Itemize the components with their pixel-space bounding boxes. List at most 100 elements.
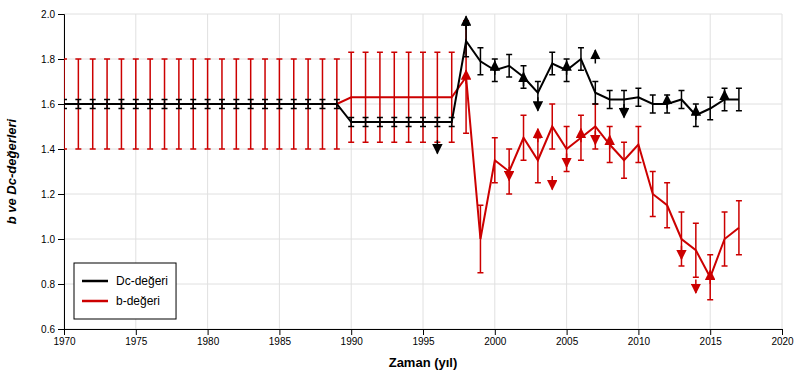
x-tick-label: 1985: [269, 336, 292, 347]
error-bar: [549, 104, 555, 149]
arrow: [595, 50, 597, 64]
error-bar: [377, 118, 383, 127]
arrow: [551, 176, 553, 190]
x-tick-label: 1970: [53, 336, 76, 347]
legend-label: b-değeri: [116, 294, 160, 308]
series: [64, 21, 742, 300]
arrow: [695, 106, 697, 120]
x-tick-label: 1975: [125, 336, 148, 347]
error-bar: [463, 21, 469, 134]
error-bar: [133, 100, 139, 109]
error-bar: [650, 95, 656, 113]
error-bar: [607, 127, 613, 163]
plot-area: [64, 16, 742, 300]
arrow: [537, 97, 539, 111]
error-bar: [305, 100, 311, 109]
y-tick-label: 0.6: [41, 324, 55, 335]
x-tick-label: 1980: [197, 336, 220, 347]
x-tick-label: 2010: [628, 336, 651, 347]
error-bar: [578, 115, 584, 160]
y-tick-label: 2.0: [41, 9, 55, 20]
x-tick-label: 2005: [556, 336, 579, 347]
arrow: [595, 131, 597, 145]
error-bar: [205, 100, 211, 109]
error-bar: [104, 100, 110, 109]
arrow: [437, 140, 439, 154]
error-bar: [449, 52, 455, 142]
x-tick: 1995: [412, 329, 435, 347]
x-tick-label: 2015: [700, 336, 723, 347]
x-tick: 1990: [341, 329, 364, 347]
y-axis-title: b ve Dc-değerleri: [4, 118, 19, 224]
y-tick-label: 0.8: [41, 279, 55, 290]
legend-frame: [74, 263, 176, 319]
x-tick: 1985: [269, 329, 292, 347]
x-tick-mark: [567, 329, 568, 335]
y-grid-line: [64, 14, 782, 15]
error-bar: [506, 55, 512, 78]
arrow: [508, 167, 510, 181]
error-bar: [233, 100, 239, 109]
y-grid-line: [64, 194, 782, 195]
error-bar: [434, 118, 440, 127]
x-axis-title: Zaman (yıl): [389, 355, 458, 370]
x-tick-label: 1990: [341, 336, 364, 347]
arrow: [465, 16, 467, 30]
x-tick-mark: [710, 329, 711, 335]
error-bar: [707, 255, 713, 300]
error-bar: [434, 52, 440, 142]
error-bar: [363, 52, 369, 142]
error-bar: [578, 48, 584, 71]
error-bar: [722, 88, 728, 111]
grid: [64, 14, 782, 329]
y-tick: 1.4: [41, 144, 64, 155]
x-tick-label: 2000: [484, 336, 507, 347]
series-line: [64, 77, 739, 277]
error-bar: [477, 48, 483, 75]
error-bar: [391, 118, 397, 127]
error-bar: [420, 118, 426, 127]
x-tick-mark: [638, 329, 639, 335]
y-grid-line: [64, 149, 782, 150]
x-tick-mark: [782, 329, 783, 335]
error-bar: [621, 142, 627, 178]
error-bar: [664, 183, 670, 228]
error-bar: [707, 97, 713, 120]
error-bar: [635, 127, 641, 163]
legend-swatch: [82, 280, 108, 283]
error-bar: [420, 52, 426, 142]
error-bar: [118, 100, 124, 109]
y-tick-label: 1.0: [41, 234, 55, 245]
error-bar: [521, 66, 527, 89]
x-tick-mark: [208, 329, 209, 335]
error-bar: [276, 100, 282, 109]
y-tick: 2.0: [41, 9, 64, 20]
error-bar: [291, 100, 297, 109]
y-axis: 0.60.81.01.21.41.61.82.0: [41, 9, 64, 335]
y-tick-mark: [58, 149, 64, 150]
error-bar: [693, 104, 699, 127]
error-bar: [521, 115, 527, 160]
error-bar: [722, 212, 728, 266]
error-bar: [607, 91, 613, 109]
y-tick: 1.2: [41, 189, 64, 200]
error-bar: [406, 118, 412, 127]
x-tick-mark: [279, 329, 280, 335]
arrow: [681, 246, 683, 260]
y-tick-mark: [58, 194, 64, 195]
error-bar: [506, 149, 512, 194]
error-bar: [678, 212, 684, 266]
x-tick: 2005: [556, 329, 579, 347]
x-axis-line: [65, 330, 783, 336]
arrow: [695, 280, 697, 294]
x-tick: 2000: [484, 329, 507, 347]
y-tick-label: 1.8: [41, 54, 55, 65]
error-bar: [219, 100, 225, 109]
error-bar: [334, 100, 340, 109]
x-grid-line: [710, 14, 711, 329]
error-bar: [348, 118, 354, 127]
error-bar: [736, 201, 742, 255]
x-tick: 2015: [700, 329, 723, 347]
x-tick-label: 2020: [771, 336, 794, 347]
error-bar: [564, 59, 570, 82]
